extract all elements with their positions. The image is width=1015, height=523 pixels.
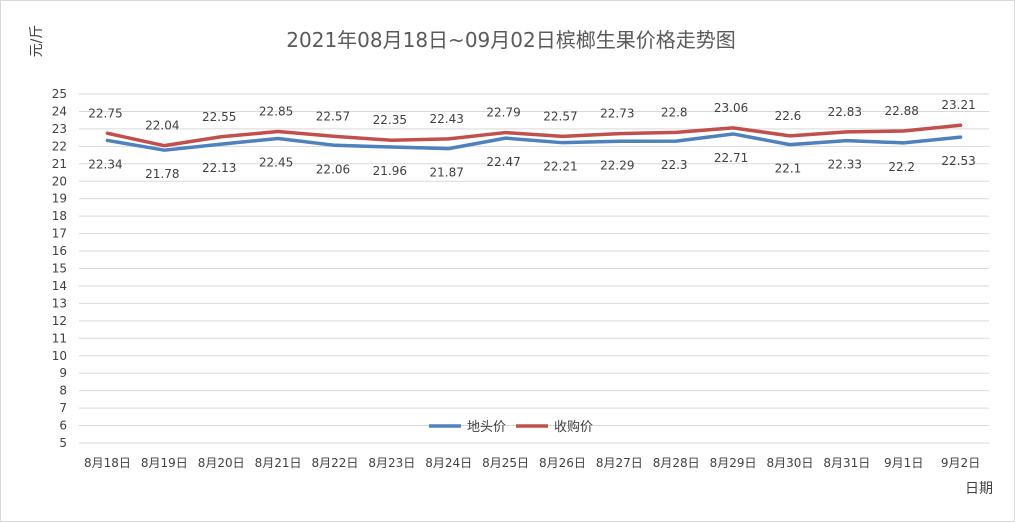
y-axis-label: 元/斤 xyxy=(29,25,45,58)
y-tick-label: 9 xyxy=(59,366,67,380)
data-label: 22.43 xyxy=(430,112,464,126)
y-tick-label: 8 xyxy=(59,384,67,398)
data-label: 22.8 xyxy=(661,105,688,119)
data-label: 21.78 xyxy=(145,167,179,181)
data-label: 22.29 xyxy=(600,158,634,172)
x-tick-label: 8月18日 xyxy=(84,456,131,470)
data-label: 22.04 xyxy=(145,119,179,133)
legend: 地头价 收购价 xyxy=(429,419,593,435)
data-label: 22.34 xyxy=(88,157,122,171)
data-label: 22.73 xyxy=(600,107,634,121)
data-label: 22.55 xyxy=(202,110,236,124)
y-tick-label: 20 xyxy=(52,174,67,188)
y-tick-labels: 5 6 7 8 9 10 11 12 13 14 15 16 17 18 19 20 21 22 23 24 25 xyxy=(52,87,67,450)
data-label: 22.83 xyxy=(828,105,862,119)
x-tick-labels: 8月18日 8月19日 8月20日 8月21日 8月22日 8月23日 8月24日 8月25日… xyxy=(84,456,980,470)
y-tick-label: 13 xyxy=(52,296,67,310)
y-tick-label: 6 xyxy=(59,419,67,433)
data-label: 23.21 xyxy=(941,98,975,112)
x-tick-label: 9月1日 xyxy=(884,456,923,470)
data-label: 21.96 xyxy=(373,164,407,178)
y-tick-label: 19 xyxy=(52,192,67,206)
y-tick-label: 25 xyxy=(52,87,67,101)
x-tick-label: 8月25日 xyxy=(482,456,529,470)
series-lines xyxy=(105,123,963,152)
x-tick-label: 8月28日 xyxy=(653,456,700,470)
y-tick-label: 10 xyxy=(52,349,67,363)
y-tick-label: 16 xyxy=(52,244,67,258)
x-tick-label: 8月31日 xyxy=(823,456,870,470)
data-label: 22.33 xyxy=(828,158,862,172)
x-tick-label: 8月26日 xyxy=(539,456,586,470)
y-tick-label: 12 xyxy=(52,314,67,328)
chart-title: 2021年08月18日~09月02日槟榔生果价格走势图 xyxy=(286,28,735,52)
data-label: 22.35 xyxy=(373,113,407,127)
x-tick-label: 8月20日 xyxy=(198,456,245,470)
data-label: 22.75 xyxy=(88,106,122,120)
legend-entry: 地头价 xyxy=(467,420,506,435)
data-label: 22.79 xyxy=(486,106,520,120)
data-label: 22.47 xyxy=(486,155,520,169)
x-tick-label: 8月29日 xyxy=(710,456,757,470)
x-tick-label: 8月27日 xyxy=(596,456,643,470)
data-label: 22.21 xyxy=(543,160,577,174)
data-label: 22.13 xyxy=(202,161,236,175)
data-label: 22.85 xyxy=(259,105,293,119)
y-tick-label: 15 xyxy=(52,262,67,276)
y-tick-label: 23 xyxy=(52,122,67,136)
x-tick-label: 8月19日 xyxy=(141,456,188,470)
data-label: 21.87 xyxy=(430,166,464,180)
x-tick-label: 9月2日 xyxy=(941,456,980,470)
y-tick-label: 24 xyxy=(52,104,67,118)
y-tick-label: 18 xyxy=(52,209,67,223)
data-labels: 22.34 21.78 22.13 22.45 22.06 21.96 21.87 22.47… xyxy=(88,98,975,181)
data-label: 22.2 xyxy=(888,160,915,174)
y-tick-label: 7 xyxy=(59,401,67,415)
x-tick-label: 8月21日 xyxy=(255,456,302,470)
y-tick-label: 17 xyxy=(52,227,67,241)
data-label: 22.57 xyxy=(543,109,577,123)
data-label: 22.71 xyxy=(714,151,748,165)
data-label: 22.6 xyxy=(775,109,802,123)
y-tick-label: 11 xyxy=(52,331,67,345)
legend-entry: 收购价 xyxy=(554,419,593,435)
x-tick-label: 8月22日 xyxy=(311,456,358,470)
series-line-0 xyxy=(105,132,963,152)
data-label: 22.06 xyxy=(316,162,350,176)
x-tick-label: 8月30日 xyxy=(766,456,813,470)
data-label: 22.45 xyxy=(259,155,293,169)
x-axis-label: 日期 xyxy=(965,481,993,497)
data-label: 22.88 xyxy=(885,104,919,118)
series-line-1 xyxy=(105,123,963,148)
gridlines xyxy=(79,93,989,444)
y-tick-label: 21 xyxy=(52,157,67,171)
x-tick-label: 8月23日 xyxy=(368,456,415,470)
y-tick-label: 22 xyxy=(52,139,67,153)
data-label: 22.1 xyxy=(775,162,802,176)
y-tick-label: 14 xyxy=(52,279,67,293)
data-label: 22.53 xyxy=(941,154,975,168)
data-label: 22.57 xyxy=(316,109,350,123)
data-label: 22.3 xyxy=(661,158,688,172)
data-label: 23.06 xyxy=(714,101,748,115)
y-tick-label: 5 xyxy=(59,436,67,450)
x-tick-label: 8月24日 xyxy=(425,456,472,470)
